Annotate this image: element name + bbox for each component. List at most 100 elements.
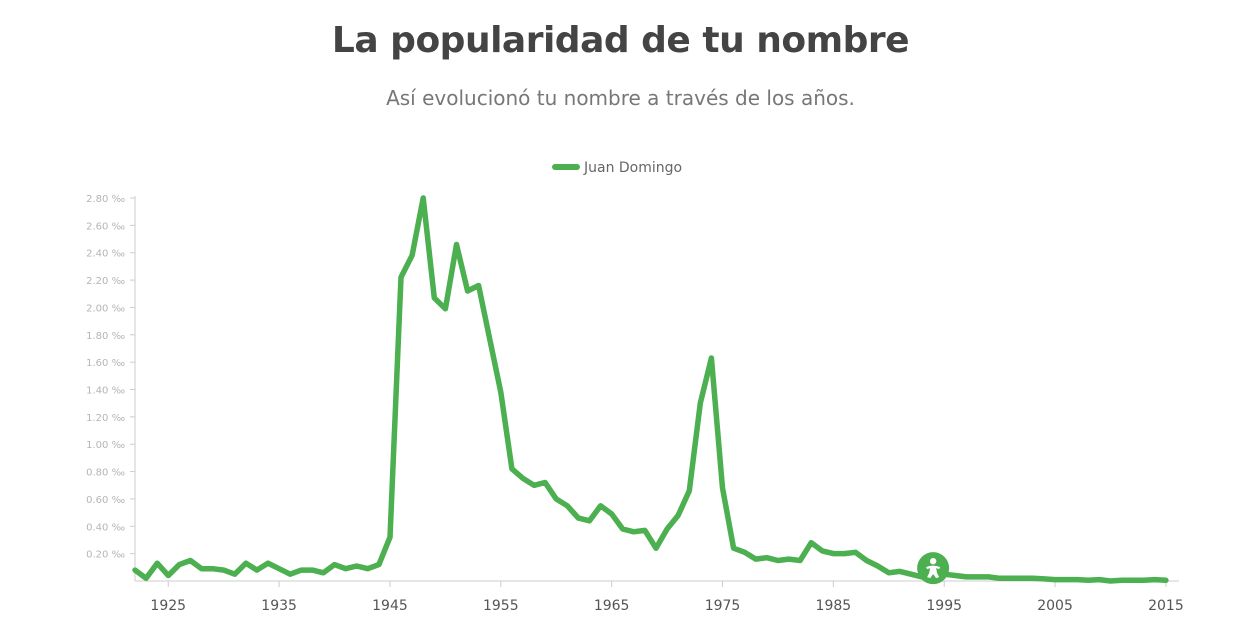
data-point [875, 563, 881, 569]
series-layer [132, 195, 1169, 584]
data-point [775, 557, 781, 563]
data-point [453, 242, 459, 248]
data-point [598, 503, 604, 509]
legend-label-juan-domingo: Juan Domingo [583, 160, 682, 176]
data-point [332, 562, 338, 568]
data-point [398, 274, 404, 280]
page-subtitle: Así evolucionó tu nombre a través de los… [386, 86, 855, 110]
data-point [886, 570, 892, 576]
data-point [232, 571, 238, 577]
data-point [986, 574, 992, 580]
data-point [1141, 577, 1147, 583]
data-point [531, 482, 537, 488]
data-point [409, 252, 415, 258]
x-tick-label: 1995 [926, 598, 962, 614]
marker-layer[interactable] [917, 552, 950, 585]
data-point [853, 549, 859, 555]
data-point [287, 571, 293, 577]
y-tick-label: 2.40 ‰ [86, 249, 125, 260]
series-line-0 [132, 195, 1169, 584]
y-tick-label: 0.60 ‰ [86, 495, 125, 506]
data-point [908, 571, 914, 577]
x-tick-label: 1935 [261, 598, 297, 614]
data-point [1130, 577, 1136, 583]
data-point [376, 562, 382, 568]
y-tick-label: 1.40 ‰ [86, 386, 125, 397]
x-tick-label: 1975 [705, 598, 741, 614]
x-tick-label: 1985 [816, 598, 852, 614]
data-point [465, 288, 471, 294]
data-point [1152, 577, 1158, 583]
data-point [708, 355, 714, 361]
data-point [431, 295, 437, 301]
data-point [487, 336, 493, 342]
birth-year-marker[interactable] [917, 552, 950, 585]
data-point [731, 545, 737, 551]
data-point [742, 549, 748, 555]
data-point [143, 575, 149, 581]
data-point [243, 560, 249, 566]
data-point [354, 563, 360, 569]
data-point [176, 562, 182, 568]
data-point [1096, 577, 1102, 583]
data-point [343, 566, 349, 572]
y-tick-label: 1.00 ‰ [86, 440, 125, 451]
data-point [1063, 577, 1069, 583]
data-point [786, 556, 792, 562]
y-tick-label: 2.20 ‰ [86, 276, 125, 287]
data-point [1107, 578, 1113, 584]
data-point [165, 573, 171, 579]
data-point [1019, 575, 1025, 581]
data-point [797, 557, 803, 563]
data-point [963, 574, 969, 580]
data-point [320, 570, 326, 576]
x-tick-label: 1955 [483, 598, 519, 614]
data-point [664, 526, 670, 532]
x-axis: 1925 1935 1945 1955 1965 1975 1985 1995 2005 2015 [135, 580, 1184, 614]
data-point [221, 567, 227, 573]
data-point [841, 551, 847, 557]
data-point [1052, 577, 1058, 583]
data-point [1074, 577, 1080, 583]
data-point [609, 511, 615, 517]
data-point [542, 480, 548, 486]
data-point [864, 557, 870, 563]
y-tick-label: 0.80 ‰ [86, 468, 125, 479]
data-point [442, 306, 448, 312]
legend[interactable]: Juan Domingo [552, 160, 682, 176]
data-point [509, 466, 515, 472]
data-point [675, 512, 681, 518]
data-point [753, 556, 759, 562]
data-point [210, 566, 216, 572]
data-point [420, 195, 426, 201]
data-point [298, 567, 304, 573]
x-tick-label: 2015 [1148, 598, 1184, 614]
x-tick-label: 1945 [372, 598, 408, 614]
data-point [1163, 577, 1169, 583]
data-point [564, 503, 570, 509]
data-point [819, 548, 825, 554]
data-point [187, 557, 193, 563]
data-point [476, 283, 482, 289]
data-point [365, 566, 371, 572]
page-title: La popularidad de tu nombre [331, 20, 910, 61]
data-point [653, 545, 659, 551]
data-point [132, 567, 138, 573]
data-point [830, 551, 836, 557]
data-point [997, 575, 1003, 581]
data-point [642, 527, 648, 533]
baby-icon [926, 557, 941, 579]
data-point [1085, 577, 1091, 583]
y-tick-label: 1.60 ‰ [86, 358, 125, 369]
data-point [575, 515, 581, 521]
y-tick-label: 2.80 ‰ [86, 194, 125, 205]
data-point [586, 518, 592, 524]
data-point [1041, 576, 1047, 582]
x-tick-label: 2005 [1037, 598, 1073, 614]
x-tick-label: 1965 [594, 598, 630, 614]
data-point [199, 566, 205, 572]
data-point [265, 560, 271, 566]
data-point [254, 567, 260, 573]
